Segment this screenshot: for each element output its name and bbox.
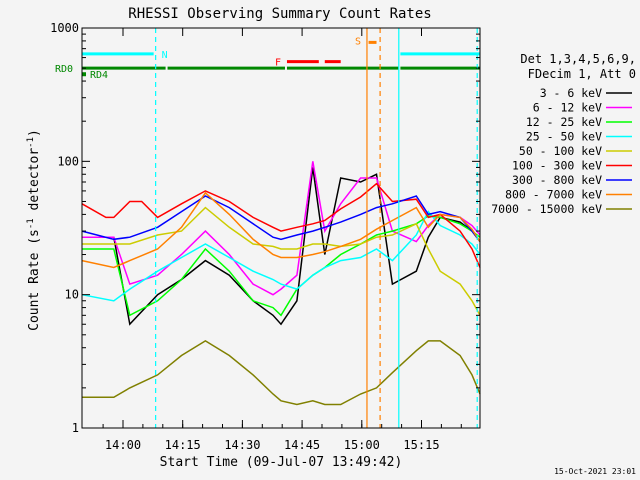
footer-date: 15-Oct-2021 23:01	[554, 467, 636, 476]
y-axis-label-sup2: -1	[26, 137, 36, 148]
y-axis-ticks: 1 10 100 1000	[50, 21, 480, 435]
x-axis-label: Start Time (09-Jul-07 13:49:42)	[160, 455, 403, 470]
legend-label-4: 50 - 100 keV	[519, 144, 602, 158]
legend-label-7: 800 - 7000 keV	[505, 188, 602, 202]
y-axis-label-main: Count Rate (s	[27, 229, 42, 331]
flags-layer: N RD0 RD4 F S	[55, 36, 480, 81]
legend-header-line2: FDecim 1, Att 0	[528, 67, 636, 81]
legend-header-line1: Det 1,3,4,5,6,9,	[520, 52, 636, 66]
y-axis-label: Count Rate (s-1 detector-1)	[26, 129, 42, 331]
flag-label-1: RD0	[55, 64, 73, 75]
series-line-0	[82, 167, 481, 326]
x-tick-label-1: 14:15	[165, 438, 201, 452]
y-tick-label-2: 100	[57, 154, 79, 168]
flag-label-2: RD4	[90, 70, 108, 81]
series-layer	[81, 161, 481, 406]
flag-label-0: N	[162, 50, 168, 61]
x-tick-label-5: 15:15	[403, 438, 439, 452]
series-line-6	[81, 195, 481, 243]
x-tick-label-2: 14:30	[224, 438, 260, 452]
y-tick-label-1: 10	[65, 288, 79, 302]
legend-label-5: 100 - 300 keV	[512, 159, 602, 173]
y-tick-label-3: 1000	[50, 21, 79, 35]
series-line-7	[81, 191, 481, 269]
series-line-5	[81, 182, 481, 268]
legend-label-1: 6 - 12 keV	[533, 101, 602, 115]
markers-layer	[155, 28, 478, 428]
series-line-4	[82, 206, 481, 316]
flag-marker-2	[82, 72, 86, 77]
y-tick-label-0: 1	[72, 421, 79, 435]
x-tick-label-4: 15:00	[344, 438, 380, 452]
flag-label-3: F	[275, 58, 281, 69]
plot-frame	[81, 27, 481, 429]
y-axis-label-end: )	[27, 129, 42, 137]
legend-label-8: 7000 - 15000 keV	[491, 202, 602, 216]
flag-label-4: S	[355, 36, 361, 47]
legend-label-6: 300 - 800 keV	[512, 173, 602, 187]
y-axis-label-sup1: -1	[26, 218, 36, 229]
y-axis-label-mid: detector	[27, 148, 42, 219]
x-axis-ticks: 14:00 14:15 14:30 14:45 15:00 15:15	[102, 28, 462, 452]
chart-title: RHESSI Observing Summary Count Rates	[128, 6, 431, 22]
legend-label-2: 12 - 25 keV	[526, 115, 602, 129]
legend-label-3: 25 - 50 keV	[526, 130, 602, 144]
x-tick-label-3: 14:45	[284, 438, 320, 452]
legend-label-0: 3 - 6 keV	[540, 86, 602, 100]
x-tick-label-0: 14:00	[105, 438, 141, 452]
series-line-8	[82, 340, 481, 406]
